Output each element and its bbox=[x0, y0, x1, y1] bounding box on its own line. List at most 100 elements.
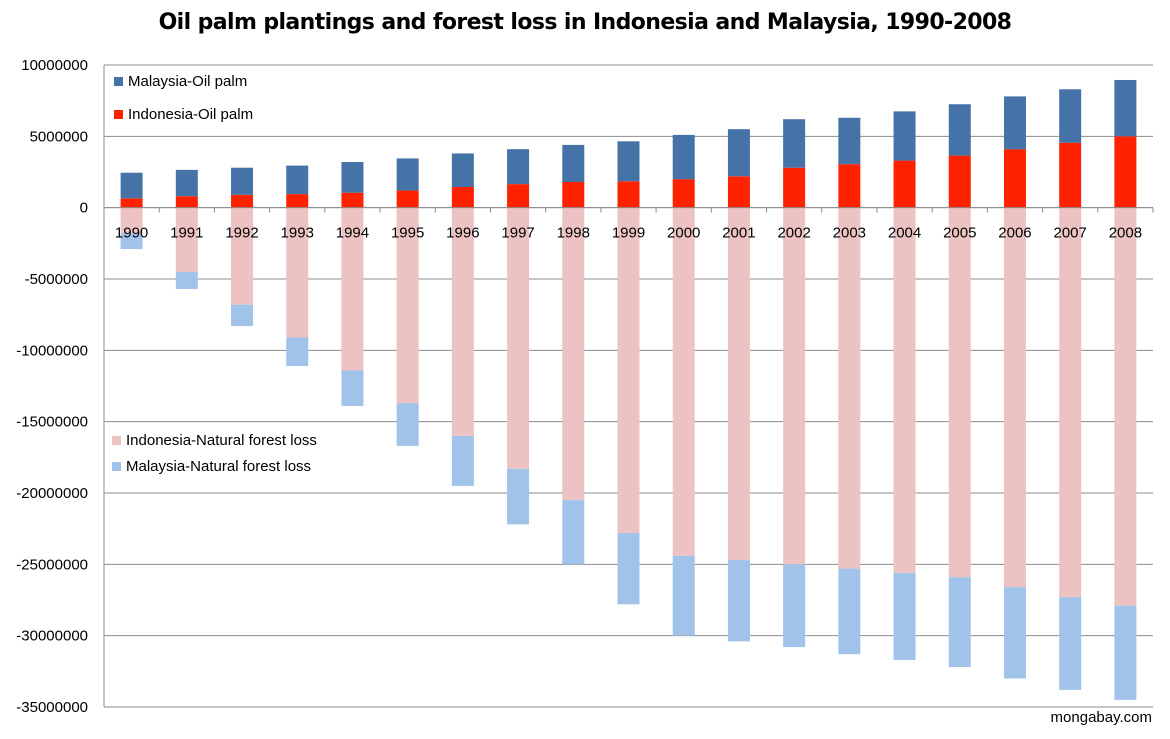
bar-malaysia-oil-palm-1996 bbox=[451, 153, 474, 187]
x-tick-label: 2004 bbox=[888, 225, 921, 242]
bar-malaysia-oil-palm-1993 bbox=[286, 165, 309, 195]
x-tick-label: 2005 bbox=[943, 225, 976, 242]
x-tick-label: 2003 bbox=[833, 225, 866, 242]
bar-indonesia-natural-forest-loss-1996 bbox=[451, 207, 474, 436]
bar-malaysia-natural-forest-loss-1991 bbox=[175, 271, 198, 289]
bar-malaysia-oil-palm-2006 bbox=[1003, 96, 1026, 150]
y-tick-label: -25000000 bbox=[16, 556, 88, 573]
x-tick-label: 2006 bbox=[998, 225, 1031, 242]
legend-item: Indonesia-Oil palm bbox=[114, 106, 253, 123]
bar-malaysia-natural-forest-loss-1990 bbox=[120, 233, 143, 250]
bar-malaysia-oil-palm-1995 bbox=[396, 158, 419, 191]
bar-indonesia-natural-forest-loss-1991 bbox=[175, 207, 198, 272]
x-tick-label: 2008 bbox=[1109, 225, 1142, 242]
y-tick-label: -15000000 bbox=[16, 414, 88, 431]
legend-label: Malaysia-Oil palm bbox=[128, 73, 247, 90]
bar-malaysia-oil-palm-2002 bbox=[783, 119, 806, 168]
bar-malaysia-oil-palm-2000 bbox=[672, 134, 695, 180]
bar-indonesia-oil-palm-2003 bbox=[838, 164, 861, 208]
bar-malaysia-natural-forest-loss-1993 bbox=[286, 337, 309, 367]
bar-malaysia-oil-palm-2003 bbox=[838, 117, 861, 165]
x-tick-label: 1990 bbox=[115, 225, 148, 242]
bar-indonesia-oil-palm-1991 bbox=[175, 196, 198, 208]
x-tick-label: 1994 bbox=[336, 225, 369, 242]
bar-malaysia-natural-forest-loss-1994 bbox=[341, 370, 364, 406]
bar-indonesia-natural-forest-loss-2005 bbox=[948, 207, 971, 578]
bar-indonesia-oil-palm-2008 bbox=[1114, 136, 1137, 208]
bar-malaysia-natural-forest-loss-2006 bbox=[1003, 587, 1026, 679]
bar-indonesia-oil-palm-2001 bbox=[727, 176, 750, 208]
bar-indonesia-oil-palm-2002 bbox=[783, 167, 806, 208]
x-axis-tick-labels: 1990 1991 1992 1993 1994 1995 1996 1997 1998 1999… bbox=[115, 225, 1142, 242]
bar-malaysia-oil-palm-2004 bbox=[893, 111, 916, 161]
bar-malaysia-oil-palm-2005 bbox=[948, 104, 971, 156]
legend-label: Indonesia-Oil palm bbox=[128, 106, 253, 123]
bar-indonesia-natural-forest-loss-1997 bbox=[507, 207, 530, 469]
source-credit: mongabay.com bbox=[1050, 709, 1152, 726]
bar-indonesia-oil-palm-2007 bbox=[1059, 142, 1082, 208]
y-tick-label: 0 bbox=[80, 200, 88, 217]
bar-malaysia-natural-forest-loss-2007 bbox=[1059, 597, 1082, 690]
bar-indonesia-oil-palm-1990 bbox=[120, 198, 143, 208]
legend-item: Malaysia-Natural forest loss bbox=[112, 458, 311, 475]
bar-indonesia-natural-forest-loss-2008 bbox=[1114, 207, 1137, 606]
bar-malaysia-natural-forest-loss-1997 bbox=[507, 468, 530, 525]
bar-malaysia-oil-palm-1999 bbox=[617, 141, 640, 182]
x-tick-label: 2007 bbox=[1053, 225, 1086, 242]
bar-indonesia-oil-palm-1997 bbox=[507, 184, 530, 208]
bar-indonesia-natural-forest-loss-2003 bbox=[838, 207, 861, 569]
bar-malaysia-oil-palm-1991 bbox=[175, 169, 198, 197]
bar-indonesia-natural-forest-loss-2007 bbox=[1059, 207, 1082, 598]
bar-malaysia-oil-palm-2008 bbox=[1114, 79, 1137, 137]
bar-indonesia-natural-forest-loss-2000 bbox=[672, 207, 695, 556]
bar-indonesia-oil-palm-1994 bbox=[341, 192, 364, 208]
bar-indonesia-oil-palm-1999 bbox=[617, 181, 640, 208]
bar-malaysia-natural-forest-loss-2003 bbox=[838, 568, 861, 655]
bar-malaysia-natural-forest-loss-2002 bbox=[783, 564, 806, 648]
bar-indonesia-oil-palm-1998 bbox=[562, 181, 585, 208]
y-tick-label: -30000000 bbox=[16, 628, 88, 645]
legend-swatch bbox=[114, 77, 123, 86]
bar-indonesia-natural-forest-loss-1990 bbox=[120, 207, 143, 234]
bar-indonesia-oil-palm-2006 bbox=[1003, 149, 1026, 208]
y-tick-label: 5000000 bbox=[30, 128, 88, 145]
bar-indonesia-natural-forest-loss-2006 bbox=[1003, 207, 1026, 588]
bar-malaysia-natural-forest-loss-2008 bbox=[1114, 605, 1137, 700]
bar-malaysia-natural-forest-loss-1995 bbox=[396, 403, 419, 446]
bar-malaysia-natural-forest-loss-1999 bbox=[617, 532, 640, 605]
bar-malaysia-oil-palm-1994 bbox=[341, 162, 364, 193]
bar-malaysia-natural-forest-loss-1992 bbox=[231, 304, 254, 327]
bar-indonesia-natural-forest-loss-2002 bbox=[783, 207, 806, 565]
x-tick-label: 1992 bbox=[225, 225, 258, 242]
bar-indonesia-natural-forest-loss-1999 bbox=[617, 207, 640, 533]
x-tick-label: 2002 bbox=[777, 225, 810, 242]
bar-indonesia-oil-palm-1995 bbox=[396, 190, 419, 208]
y-tick-label: -35000000 bbox=[16, 699, 88, 716]
bar-indonesia-natural-forest-loss-1994 bbox=[341, 207, 364, 371]
y-tick-label: -20000000 bbox=[16, 485, 88, 502]
bars bbox=[120, 79, 1137, 700]
bar-malaysia-natural-forest-loss-2004 bbox=[893, 572, 916, 660]
x-tick-label: 1995 bbox=[391, 225, 424, 242]
bar-indonesia-oil-palm-2005 bbox=[948, 155, 971, 208]
bar-malaysia-natural-forest-loss-1998 bbox=[562, 500, 585, 565]
bar-indonesia-natural-forest-loss-2004 bbox=[893, 207, 916, 573]
legend-swatch bbox=[112, 436, 121, 445]
legend: Malaysia-Oil palm Indonesia-Oil palm Indon… bbox=[112, 73, 317, 475]
bar-indonesia-oil-palm-2004 bbox=[893, 160, 916, 208]
bar-malaysia-oil-palm-1998 bbox=[562, 144, 585, 182]
bar-malaysia-oil-palm-1990 bbox=[120, 172, 143, 199]
bar-indonesia-oil-palm-1996 bbox=[451, 186, 474, 208]
x-tick-label: 1998 bbox=[557, 225, 590, 242]
x-tick-label: 1996 bbox=[446, 225, 479, 242]
bar-indonesia-natural-forest-loss-1995 bbox=[396, 207, 419, 404]
legend-item: Malaysia-Oil palm bbox=[114, 73, 247, 90]
legend-label: Indonesia-Natural forest loss bbox=[126, 432, 317, 449]
x-tick-label: 1991 bbox=[170, 225, 203, 242]
x-tick-label: 1993 bbox=[281, 225, 314, 242]
bar-malaysia-oil-palm-2007 bbox=[1059, 89, 1082, 143]
x-tick-label: 2001 bbox=[722, 225, 755, 242]
legend-swatch bbox=[112, 462, 121, 471]
chart-title: Oil palm plantings and forest loss in In… bbox=[158, 10, 1012, 35]
bar-indonesia-natural-forest-loss-1992 bbox=[231, 207, 254, 305]
